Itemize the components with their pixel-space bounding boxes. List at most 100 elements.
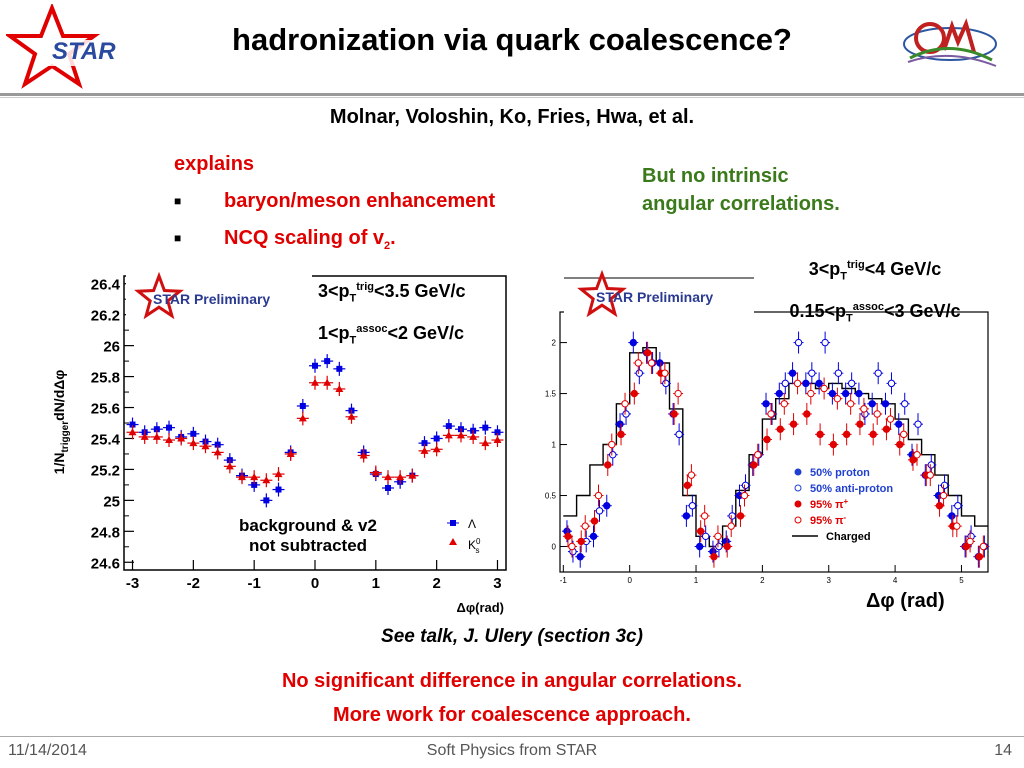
anti-proton-point <box>675 430 683 439</box>
proton-point <box>695 542 704 551</box>
legend-marker <box>794 516 802 524</box>
pi-plus-point <box>723 542 731 551</box>
pi-plus-point <box>577 537 585 546</box>
left-y-tick-label: 26.4 <box>91 277 121 294</box>
pi-plus-point <box>935 502 944 510</box>
qm-logo <box>900 8 1000 74</box>
pi-plus-point <box>683 481 692 490</box>
pi-plus-point <box>869 430 877 439</box>
left-y-tick-label: 26 <box>103 339 120 356</box>
pi-minus-point <box>568 542 576 551</box>
conclusion-line1: No significant difference in angular cor… <box>281 670 743 692</box>
k0s-point <box>262 476 271 484</box>
left-x-tick-label: -1 <box>248 575 261 592</box>
pi-minus-point <box>900 430 908 439</box>
left-x-tick-label: 2 <box>432 575 440 592</box>
proton-point <box>788 369 797 377</box>
lambda-point <box>153 426 160 433</box>
anti-proton-point <box>715 542 723 551</box>
pi-plus-point <box>710 553 718 561</box>
left-y-tick-label: 24.8 <box>91 524 120 541</box>
k0s-point <box>250 473 259 481</box>
k0s-point <box>165 436 174 444</box>
pi-minus-point <box>581 522 589 530</box>
pi-plus-point <box>670 410 678 418</box>
legend-label: 50% proton <box>810 467 870 479</box>
anti-proton-point <box>728 512 736 520</box>
left-y-tick-label: 25.2 <box>91 462 120 479</box>
pi-plus-point <box>736 512 745 520</box>
left-x-tick-label: -3 <box>126 575 139 592</box>
legend-marker <box>794 468 802 476</box>
slide-title: hadronization via quark coalescence? <box>232 22 792 57</box>
pi-plus-point <box>789 420 798 428</box>
k0s-point <box>420 446 429 454</box>
pi-minus-point <box>754 451 762 459</box>
proton-point <box>895 420 903 428</box>
pi-minus-point <box>647 359 656 367</box>
pi-minus-point <box>793 379 802 388</box>
left-x-tick-label: 0 <box>311 575 319 592</box>
pi-minus-point <box>886 415 895 423</box>
anti-proton-point <box>874 369 882 377</box>
anti-proton-point <box>834 369 843 377</box>
lambda-point <box>336 365 343 372</box>
lambda-point <box>421 440 428 447</box>
k0s-point <box>323 378 332 386</box>
authors-line: Molnar, Voloshin, Ko, Fries, Hwa, et al. <box>329 106 695 128</box>
left-note-line1: background & v2 <box>239 516 377 535</box>
anti-proton-point <box>794 338 803 347</box>
pi-minus-point <box>727 522 735 530</box>
pi-minus-point <box>767 410 775 418</box>
legend-label: 95% π+ <box>810 497 849 511</box>
square-bullet-icon: ■ <box>174 231 182 245</box>
lambda-point <box>433 435 440 442</box>
k0s-point <box>274 470 283 478</box>
pi-plus-point <box>590 517 599 525</box>
anti-proton-point <box>887 379 896 388</box>
pi-minus-point <box>594 491 603 500</box>
right-chart-xlabel: Δφ (rad) <box>866 590 945 612</box>
green-note-line2: angular correlations. <box>642 193 840 215</box>
proton-point <box>589 532 598 541</box>
lambda-point <box>190 430 197 437</box>
pi-minus-point <box>634 359 643 367</box>
left-chart: 24.6 24.8 25 25.2 25.4 25.6 25.8 26 26.2 26.4 -3 -2… <box>51 271 507 615</box>
lambda-point <box>445 423 452 430</box>
legend-label: Charged <box>826 531 871 543</box>
footer-divider <box>0 736 1024 737</box>
anti-proton-point <box>927 461 935 469</box>
right-y-tick-label: 0.5 <box>545 492 557 501</box>
pi-plus-point <box>617 430 625 439</box>
right-badge-background <box>564 272 754 324</box>
k0s-point <box>444 431 453 439</box>
k0s-point <box>432 445 441 453</box>
proton-point <box>948 512 956 520</box>
pi-minus-point <box>687 471 696 479</box>
pi-plus-point <box>816 430 824 439</box>
square-bullet-icon: ■ <box>174 194 182 208</box>
pi-plus-point <box>882 425 891 433</box>
left-cond-assoc: 1<pTassoc<2 GeV/c <box>318 322 465 347</box>
left-x-tick-label: 3 <box>493 575 501 592</box>
anti-proton-point <box>940 481 949 490</box>
pi-plus-point <box>856 420 864 428</box>
proton-point <box>629 338 638 347</box>
k0s-point <box>383 473 392 481</box>
left-x-tick-label: -2 <box>187 575 200 592</box>
anti-proton-point <box>954 502 962 510</box>
star-preliminary-label: STAR Preliminary <box>153 291 270 307</box>
anti-proton-point <box>635 369 644 377</box>
star-preliminary-label: STAR Preliminary <box>596 289 713 305</box>
proton-point <box>881 400 890 408</box>
k0s-point <box>493 436 502 444</box>
pi-minus-point <box>873 410 881 418</box>
left-y-tick-label: 24.6 <box>91 555 120 572</box>
pi-minus-point <box>674 389 682 398</box>
legend-k0s-marker <box>449 538 457 545</box>
left-y-tick-label: 25 <box>103 493 120 510</box>
pi-plus-point <box>975 553 984 561</box>
anti-proton-point <box>609 451 617 459</box>
right-x-tick-label: 3 <box>827 576 832 585</box>
k0s-point <box>128 428 137 436</box>
